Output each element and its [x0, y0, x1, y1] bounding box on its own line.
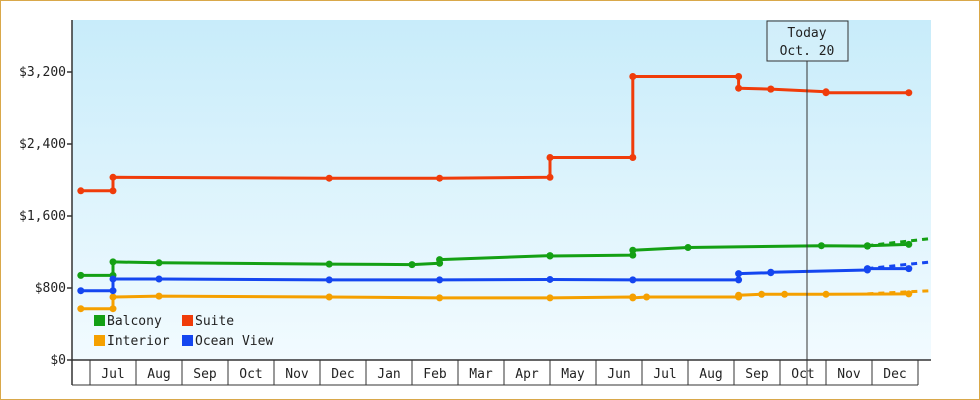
data-point	[735, 73, 743, 80]
data-point	[155, 275, 163, 283]
data-point	[436, 276, 444, 284]
legend-label: Interior	[107, 334, 170, 349]
month-label: Dec	[883, 367, 906, 382]
data-point	[546, 173, 554, 181]
data-point	[436, 294, 444, 302]
legend-label: Balcony	[107, 314, 162, 329]
y-tick-label: $1,600	[19, 209, 66, 224]
legend-swatch	[94, 335, 105, 346]
month-label: Apr	[515, 367, 539, 382]
data-point	[109, 275, 117, 283]
data-point	[629, 251, 637, 259]
month-label: Jul	[101, 367, 124, 382]
data-point	[109, 287, 117, 295]
data-point	[77, 187, 85, 195]
data-point	[629, 276, 637, 284]
data-point	[77, 305, 85, 313]
month-label: May	[561, 367, 585, 382]
data-point	[77, 287, 85, 295]
data-point	[77, 271, 85, 279]
data-point	[905, 240, 913, 248]
data-point	[758, 290, 766, 298]
data-point	[109, 258, 117, 266]
month-label: Oct	[791, 367, 814, 382]
data-point	[643, 293, 651, 301]
legend-swatch	[182, 335, 193, 346]
data-point	[436, 174, 444, 182]
data-point	[109, 293, 117, 301]
data-point	[822, 89, 830, 97]
data-point	[735, 276, 743, 284]
data-point	[817, 242, 825, 250]
month-label: Mar	[469, 367, 493, 382]
today-box	[766, 20, 849, 62]
data-point	[109, 305, 117, 313]
data-point	[155, 259, 163, 267]
legend-label: Ocean View	[195, 334, 273, 349]
y-tick-label: $3,200	[19, 65, 66, 80]
y-tick-label: $800	[35, 281, 66, 296]
data-point	[325, 293, 333, 301]
legend-swatch	[94, 315, 105, 326]
data-point	[629, 246, 637, 254]
data-point	[767, 85, 775, 93]
data-point	[546, 154, 554, 161]
data-point	[408, 261, 416, 269]
month-label: Nov	[837, 367, 861, 382]
data-point	[735, 270, 743, 278]
y-tick-label: $2,400	[19, 137, 66, 152]
plot-background	[72, 20, 931, 360]
legend-swatch	[182, 315, 193, 326]
data-point	[735, 291, 743, 299]
data-point	[546, 252, 554, 260]
month-label: Aug	[147, 367, 170, 382]
data-point	[781, 290, 789, 298]
data-point	[325, 276, 333, 284]
data-point	[905, 89, 913, 97]
month-label: Sep	[745, 367, 769, 382]
data-point	[735, 84, 743, 92]
data-point	[822, 290, 830, 298]
month-label: Feb	[423, 367, 447, 382]
month-label: Nov	[285, 367, 309, 382]
month-label: Jun	[607, 367, 630, 382]
data-point	[325, 260, 333, 268]
data-point	[629, 294, 637, 302]
month-label: Oct	[239, 367, 262, 382]
data-point	[684, 244, 692, 251]
data-point	[905, 265, 913, 273]
data-point	[629, 73, 637, 80]
data-point	[546, 294, 554, 302]
data-point	[629, 154, 637, 161]
today-label: Today	[787, 26, 826, 41]
y-tick-label: $0	[50, 353, 66, 368]
month-label: Dec	[331, 367, 354, 382]
month-label: Sep	[193, 367, 217, 382]
month-label: Aug	[699, 367, 722, 382]
data-point	[109, 187, 117, 195]
today-date: Oct. 20	[780, 44, 835, 59]
data-point	[109, 173, 117, 181]
data-point	[905, 290, 913, 298]
data-point	[767, 268, 775, 276]
data-point	[436, 256, 444, 264]
month-label: Jan	[377, 367, 400, 382]
data-point	[325, 174, 333, 182]
month-label: Jul	[653, 367, 676, 382]
data-point	[155, 292, 163, 300]
data-point	[546, 275, 554, 283]
legend-label: Suite	[195, 314, 234, 329]
